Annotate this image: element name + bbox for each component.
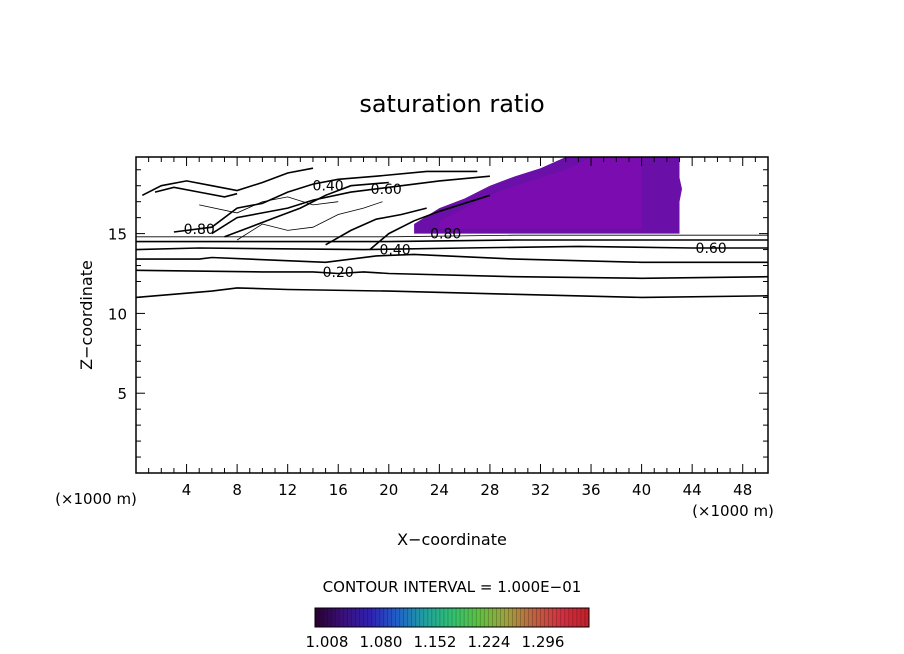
colorbar-tick-label: 1.152 — [414, 633, 457, 651]
y-tick-label: 15 — [108, 226, 127, 244]
x-tick-label: 36 — [581, 481, 600, 499]
contour-line — [136, 253, 768, 264]
x-tick-label: 48 — [733, 481, 752, 499]
x-tick-label: 44 — [683, 481, 702, 499]
x-tick-label: 24 — [430, 481, 449, 499]
colorbar-tick-label: 1.224 — [468, 633, 511, 651]
contour-lines — [136, 167, 768, 299]
contour-line — [211, 175, 490, 235]
x-unit-left: (×1000 m) — [55, 490, 137, 508]
contour-label: 0.60 — [696, 241, 727, 257]
contour-line — [173, 170, 478, 233]
contour-interval-note: CONTOUR INTERVAL = 1.000E−01 — [323, 578, 582, 596]
colorbar-tick-labels: 1.008 1.080 1.152 1.224 1.296 — [306, 633, 565, 651]
x-tick-label: 12 — [278, 481, 297, 499]
contour-line — [141, 167, 314, 197]
contour-line — [154, 186, 238, 198]
contour-labels: 0.40 0.60 0.80 0.80 0.40 0.20 0.60 — [184, 179, 727, 281]
contour-label: 0.60 — [371, 182, 402, 198]
y-tick-label: 10 — [108, 305, 127, 323]
contour-label: 0.20 — [323, 265, 354, 281]
x-unit-right: (×1000 m) — [692, 502, 774, 520]
contour-label: 0.80 — [430, 227, 461, 243]
y-tick-label: 5 — [117, 385, 127, 403]
supersaturation-shaded-area — [414, 157, 682, 234]
x-tick-label: 20 — [379, 481, 398, 499]
colorbar — [314, 607, 590, 628]
colorbar-tick-label: 1.296 — [522, 633, 565, 651]
contour-line — [136, 287, 768, 299]
contour-line — [136, 234, 768, 238]
colorbar-tick-label: 1.080 — [360, 633, 403, 651]
contour-label: 0.40 — [380, 243, 411, 259]
x-tick-label: 32 — [531, 481, 550, 499]
chart-title: saturation ratio — [359, 90, 544, 118]
contour-line — [136, 245, 768, 251]
x-tick-label: 28 — [480, 481, 499, 499]
contour-line — [136, 239, 768, 243]
colorbar-stripes — [318, 608, 586, 627]
y-axis-label: Z−coordinate — [77, 260, 96, 370]
x-tick-label: 16 — [329, 481, 348, 499]
x-tick-label: 8 — [232, 481, 242, 499]
contour-label: 0.80 — [184, 222, 215, 238]
contour-line — [369, 194, 491, 251]
contour-line — [136, 269, 768, 280]
contour-label: 0.40 — [313, 179, 344, 195]
colorbar-tick-label: 1.008 — [306, 633, 349, 651]
contour-line — [224, 181, 389, 238]
contour-line — [199, 196, 339, 214]
x-tick-label: 40 — [632, 481, 651, 499]
x-axis-label: X−coordinate — [397, 530, 507, 549]
contour-line — [325, 207, 427, 246]
contour-line — [236, 201, 383, 241]
x-tick-label: 4 — [182, 481, 192, 499]
shaded-inner-region — [439, 157, 642, 229]
